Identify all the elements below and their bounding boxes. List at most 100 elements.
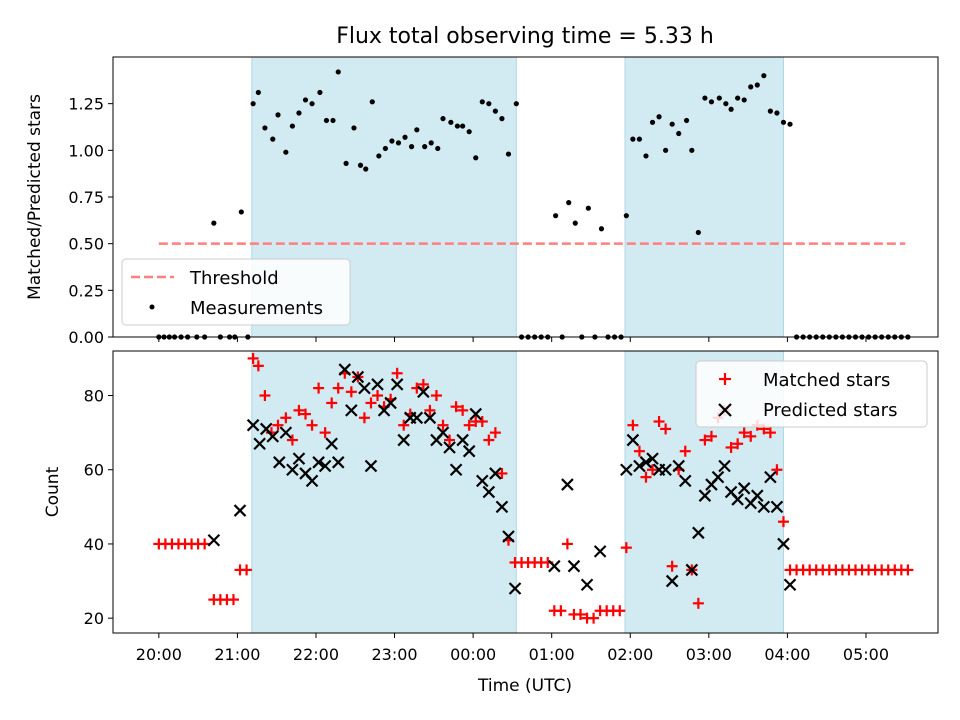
predicted-star-mark-b bbox=[567, 559, 581, 573]
measurement-point bbox=[448, 119, 454, 125]
predicted-star-point bbox=[482, 485, 496, 499]
measurement-point bbox=[275, 112, 281, 118]
matched-star-point bbox=[764, 427, 776, 439]
predicted-star-mark-b bbox=[279, 426, 293, 439]
predicted-star-point bbox=[777, 537, 790, 551]
measurement-point bbox=[492, 108, 498, 114]
predicted-star-point bbox=[417, 385, 430, 399]
predicted-star-point bbox=[345, 404, 358, 417]
matched-star-point bbox=[496, 467, 508, 479]
predicted-star-mark-b bbox=[469, 407, 483, 421]
matched-star-point bbox=[306, 419, 318, 431]
matched-star-point bbox=[247, 352, 259, 364]
matched-star-point bbox=[199, 538, 211, 550]
predicted-star-mark-b bbox=[639, 456, 653, 469]
predicted-star-point bbox=[364, 459, 378, 473]
predicted-star-point bbox=[580, 578, 594, 592]
measurement-point bbox=[636, 136, 643, 142]
matched-star-point bbox=[444, 434, 456, 446]
matched-star-point bbox=[358, 412, 370, 424]
matched-star-point bbox=[272, 419, 284, 431]
top-legend-box bbox=[121, 258, 351, 326]
predicted-star-point bbox=[508, 582, 522, 595]
legend-measurements-swatch bbox=[149, 304, 155, 310]
measurement-point bbox=[479, 99, 485, 105]
matched-star-point bbox=[280, 412, 292, 424]
predicted-star-mark-b bbox=[345, 404, 358, 417]
predicted-star-mark-b bbox=[777, 537, 790, 551]
matched-star-point bbox=[633, 445, 645, 457]
predicted-star-point bbox=[698, 489, 712, 502]
matched-star-point bbox=[300, 408, 311, 420]
predicted-star-point bbox=[462, 444, 476, 458]
bottom-legend-box bbox=[695, 360, 928, 428]
measurement-point bbox=[643, 153, 649, 159]
matched-star-point bbox=[483, 434, 495, 446]
matched-star-point bbox=[692, 597, 704, 609]
legend-predicted-swatch bbox=[718, 403, 732, 417]
predicted-star-mark-b bbox=[724, 485, 738, 499]
predicted-star-mark-b bbox=[292, 452, 306, 465]
predicted-star-mark-b bbox=[325, 437, 338, 451]
predicted-star-mark-b bbox=[273, 456, 286, 469]
predicted-star-mark-b bbox=[593, 545, 607, 558]
predicted-star-mark-b bbox=[561, 478, 574, 491]
predicted-star-mark-b bbox=[495, 500, 509, 514]
matched-star-point bbox=[293, 404, 305, 416]
predicted-star-point bbox=[384, 396, 397, 410]
predicted-star-point bbox=[646, 452, 659, 465]
predicted-star-point bbox=[561, 478, 574, 491]
measurement-point bbox=[343, 160, 349, 166]
measurement-point bbox=[289, 123, 296, 129]
measurement-point bbox=[460, 123, 466, 129]
matched-star-point bbox=[561, 538, 573, 550]
measurement-point bbox=[323, 117, 330, 124]
measurement-point bbox=[754, 82, 760, 88]
x-tick-label: 20:00 bbox=[136, 645, 182, 664]
measurement-point bbox=[296, 110, 302, 116]
predicted-star-mark-b bbox=[331, 456, 345, 469]
x-tick-label: 00:00 bbox=[450, 645, 496, 664]
x-tick-label: 23:00 bbox=[371, 645, 417, 664]
predicted-star-point bbox=[207, 533, 221, 547]
matched-star-point bbox=[391, 367, 403, 379]
predicted-star-mark-b bbox=[737, 482, 751, 495]
measurement-point bbox=[656, 114, 662, 120]
measurement-point bbox=[357, 162, 364, 168]
measurement-point bbox=[649, 119, 656, 125]
predicted-star-mark-b bbox=[266, 430, 280, 443]
measurement-point bbox=[695, 229, 701, 236]
predicted-star-point bbox=[633, 459, 646, 473]
predicted-star-point bbox=[783, 578, 797, 592]
matched-star-point bbox=[732, 438, 744, 450]
measurement-point bbox=[728, 106, 734, 112]
matched-star-point bbox=[660, 423, 672, 435]
measurement-point bbox=[689, 147, 695, 153]
predicted-star-mark-b bbox=[253, 437, 266, 451]
top-y-tick-label: 1.25 bbox=[68, 95, 104, 114]
matched-star-point bbox=[450, 401, 462, 413]
observing-band bbox=[251, 350, 517, 634]
predicted-star-point bbox=[502, 530, 515, 543]
bottom-y-tick-label: 20 bbox=[84, 609, 104, 628]
predicted-star-mark-b bbox=[770, 500, 784, 514]
predicted-star-mark-b bbox=[659, 463, 672, 477]
bottom-y-axis-label: Count bbox=[43, 466, 63, 517]
x-tick-label: 04:00 bbox=[764, 645, 810, 664]
predicted-star-point bbox=[266, 430, 280, 443]
matched-star-point bbox=[489, 427, 501, 439]
predicted-star-mark-b bbox=[476, 474, 489, 488]
measurement-point bbox=[454, 123, 461, 129]
predicted-star-mark-b bbox=[580, 578, 594, 592]
predicted-star-mark-b bbox=[711, 470, 725, 484]
predicted-star-mark-b bbox=[358, 381, 371, 395]
measurement-point bbox=[422, 144, 428, 150]
predicted-star-point bbox=[423, 411, 437, 425]
matched-star-point bbox=[745, 430, 757, 442]
predicted-star-point bbox=[371, 378, 384, 391]
bottom-y-tick-label: 80 bbox=[84, 387, 104, 406]
predicted-star-point bbox=[659, 463, 672, 477]
predicted-star-mark-b bbox=[259, 422, 273, 436]
matched-star-point bbox=[372, 390, 384, 402]
matched-star-point bbox=[699, 434, 711, 446]
